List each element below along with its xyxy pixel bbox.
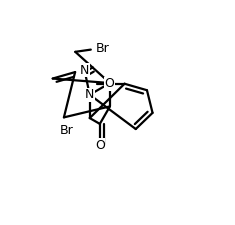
Text: Br: Br [59,124,73,137]
Text: O: O [95,139,105,152]
Text: Br: Br [96,43,110,55]
Text: N: N [80,64,90,77]
Text: O: O [104,77,114,90]
Text: N: N [85,88,94,101]
